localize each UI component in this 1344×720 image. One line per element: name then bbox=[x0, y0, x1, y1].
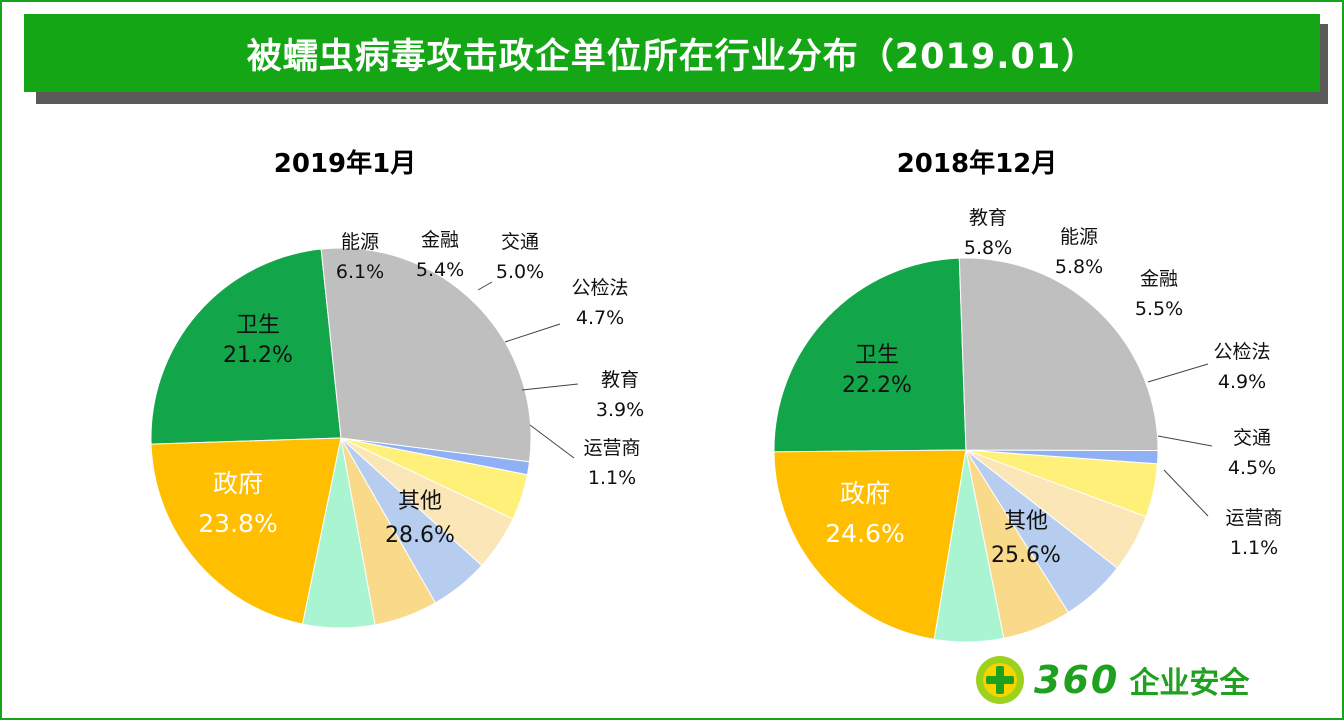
slice-value-政府: 23.8% bbox=[198, 509, 277, 538]
chart-title: 2019年1月 bbox=[274, 148, 416, 179]
slice-value-其他: 25.6% bbox=[991, 543, 1061, 568]
slice-value-公检法: 4.7% bbox=[576, 307, 624, 329]
pie-slice-其他 bbox=[320, 247, 532, 463]
pie-slice-卫生 bbox=[150, 437, 342, 625]
slice-label-金融: 金融 bbox=[1140, 268, 1178, 290]
pie-slice-政府 bbox=[150, 248, 342, 445]
title-bar: 被蠕虫病毒攻击政企单位所在行业分布（2019.01） bbox=[24, 14, 1320, 92]
chart-title: 2018年12月 bbox=[897, 148, 1058, 179]
slice-label-公检法: 公检法 bbox=[571, 277, 628, 299]
slice-label-卫生: 卫生 bbox=[236, 313, 280, 338]
slice-label-卫生: 卫生 bbox=[855, 343, 899, 368]
slice-label-教育: 教育 bbox=[601, 369, 639, 391]
logo-number: 360 bbox=[1034, 658, 1120, 702]
slice-label-交通: 交通 bbox=[501, 231, 539, 253]
slice-value-运营商: 1.1% bbox=[588, 467, 636, 489]
slice-value-金融: 5.4% bbox=[416, 259, 464, 281]
slice-label-能源: 能源 bbox=[1060, 226, 1098, 248]
slice-label-公检法: 公检法 bbox=[1213, 341, 1270, 363]
slice-value-公检法: 4.9% bbox=[1218, 371, 1266, 393]
logo-text: 企业安全 bbox=[1129, 666, 1250, 701]
page-title: 被蠕虫病毒攻击政企单位所在行业分布（2019.01） bbox=[246, 36, 1098, 77]
slice-value-交通: 4.5% bbox=[1228, 457, 1276, 479]
leader-line-交通 bbox=[477, 281, 493, 291]
slice-label-政府: 政府 bbox=[213, 469, 263, 498]
pie-slice-政府 bbox=[773, 257, 967, 453]
slice-label-政府: 政府 bbox=[840, 479, 890, 508]
leader-line-教育 bbox=[521, 383, 579, 391]
slice-value-卫生: 22.2% bbox=[842, 373, 912, 398]
slice-value-金融: 5.5% bbox=[1135, 298, 1183, 320]
slice-value-教育: 5.8% bbox=[964, 237, 1012, 259]
slice-value-运营商: 1.1% bbox=[1230, 537, 1278, 559]
slice-value-教育: 3.9% bbox=[596, 399, 644, 421]
slice-label-金融: 金融 bbox=[421, 229, 459, 251]
slice-label-教育: 教育 bbox=[969, 207, 1007, 229]
slice-label-交通: 交通 bbox=[1233, 427, 1271, 449]
slice-label-运营商: 运营商 bbox=[583, 437, 640, 459]
slice-value-政府: 24.6% bbox=[825, 519, 904, 548]
slice-label-能源: 能源 bbox=[341, 231, 379, 253]
leader-line-运营商 bbox=[1163, 469, 1209, 517]
360-logo-icon bbox=[976, 656, 1024, 704]
slice-value-卫生: 21.2% bbox=[223, 343, 293, 368]
pie-slice-其他 bbox=[958, 257, 1159, 452]
pie-slice-卫生 bbox=[773, 449, 967, 640]
slice-value-其他: 28.6% bbox=[385, 523, 455, 548]
slice-value-交通: 5.0% bbox=[496, 261, 544, 283]
slice-value-能源: 5.8% bbox=[1055, 256, 1103, 278]
slice-label-其他: 其他 bbox=[398, 489, 442, 514]
leader-line-公检法 bbox=[1147, 363, 1209, 383]
leader-line-公检法 bbox=[504, 323, 561, 343]
slice-label-其他: 其他 bbox=[1004, 509, 1048, 534]
slice-value-能源: 6.1% bbox=[336, 261, 384, 283]
brand-logo: 360 企业安全 bbox=[974, 654, 1249, 706]
leader-line-交通 bbox=[1157, 435, 1213, 447]
slice-label-运营商: 运营商 bbox=[1225, 507, 1282, 529]
leader-line-运营商 bbox=[529, 424, 575, 459]
